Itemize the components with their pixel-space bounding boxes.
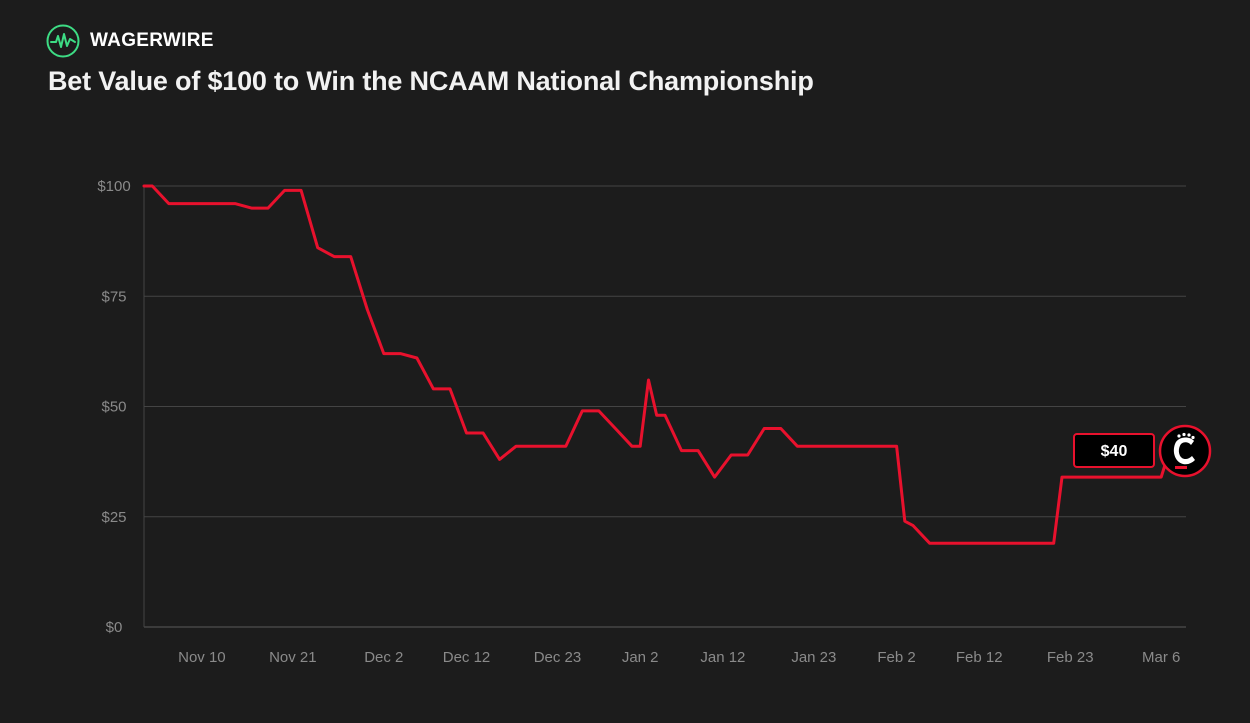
- x-tick-label: Jan 23: [791, 649, 836, 666]
- x-tick-label: Nov 21: [269, 649, 317, 666]
- chart-title: Bet Value of $100 to Win the NCAAM Natio…: [48, 66, 814, 96]
- y-tick-label: $75: [101, 288, 126, 305]
- x-tick-label: Dec 23: [534, 649, 582, 666]
- value-callout: $40: [1073, 424, 1212, 478]
- x-tick-label: Dec 2: [364, 649, 403, 666]
- grid-lines: [143, 185, 1186, 628]
- x-tick-label: Feb 2: [877, 649, 915, 666]
- series-layer: [142, 184, 1171, 545]
- x-tick-label: Feb 23: [1047, 649, 1094, 666]
- pulse-icon: [46, 24, 80, 58]
- x-tick-label: Nov 10: [178, 649, 226, 666]
- brand: WAGERWIRE: [46, 24, 214, 58]
- callout-box: [1073, 433, 1155, 468]
- x-axis: Nov 10 Nov 21 Dec 2 Dec 12 Dec 23 Jan 2 Jan 12…: [178, 649, 1180, 666]
- y-tick-label: $25: [101, 509, 126, 526]
- y-tick-label: $50: [101, 399, 126, 416]
- y-axis: $100 $75 $50 $25 $0: [97, 178, 130, 636]
- callout-label: $40: [1101, 443, 1128, 460]
- x-tick-label: Mar 6: [1142, 649, 1180, 666]
- x-tick-label: Dec 12: [443, 649, 491, 666]
- y-tick-label: $100: [97, 178, 130, 195]
- x-tick-label: Feb 12: [956, 649, 1003, 666]
- bearcats-c-logo-icon: [1158, 424, 1212, 478]
- x-tick-label: Jan 12: [700, 649, 745, 666]
- series-line: [142, 184, 1171, 545]
- brand-name: WAGERWIRE: [90, 30, 214, 51]
- x-tick-label: Jan 2: [622, 649, 659, 666]
- y-tick-label: $0: [106, 619, 123, 636]
